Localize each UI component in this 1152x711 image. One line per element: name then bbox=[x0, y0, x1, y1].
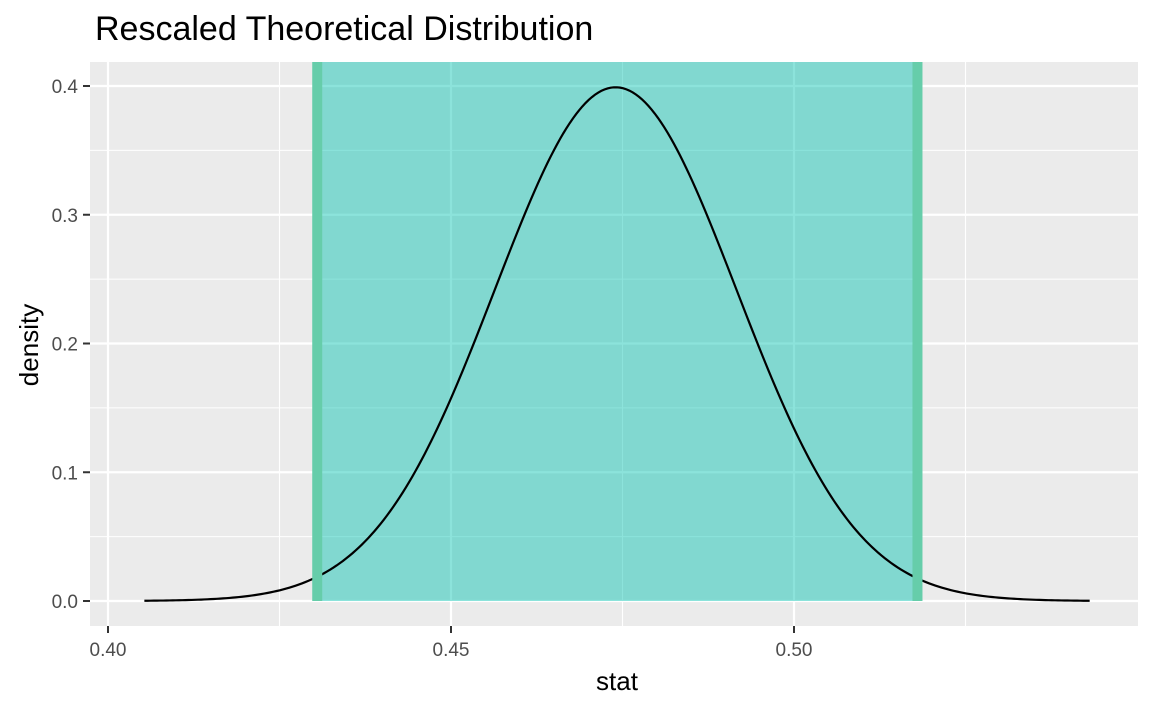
y-tick-label: 0.0 bbox=[52, 592, 78, 613]
x-tick-label: 0.50 bbox=[776, 640, 813, 661]
x-tick-label: 0.45 bbox=[433, 640, 470, 661]
x-axis: 0.40 0.45 0.50 bbox=[90, 626, 813, 661]
density-curve bbox=[144, 86, 1090, 602]
shaded-interval bbox=[317, 62, 918, 601]
chart-title: Rescaled Theoretical Distribution bbox=[95, 10, 593, 48]
y-axis-title: density bbox=[14, 304, 44, 386]
major-gridlines bbox=[90, 62, 1138, 626]
x-axis-title: stat bbox=[596, 666, 639, 696]
y-tick-label: 0.2 bbox=[52, 335, 78, 356]
y-tick-label: 0.1 bbox=[52, 463, 78, 484]
y-tick-label: 0.4 bbox=[52, 77, 79, 98]
interval-boundaries bbox=[312, 62, 923, 601]
shaded-region bbox=[317, 62, 918, 601]
y-axis: 0.0 0.1 0.2 0.3 0.4 bbox=[52, 77, 90, 613]
x-tick-label: 0.40 bbox=[90, 640, 127, 661]
y-tick-label: 0.3 bbox=[52, 206, 78, 227]
